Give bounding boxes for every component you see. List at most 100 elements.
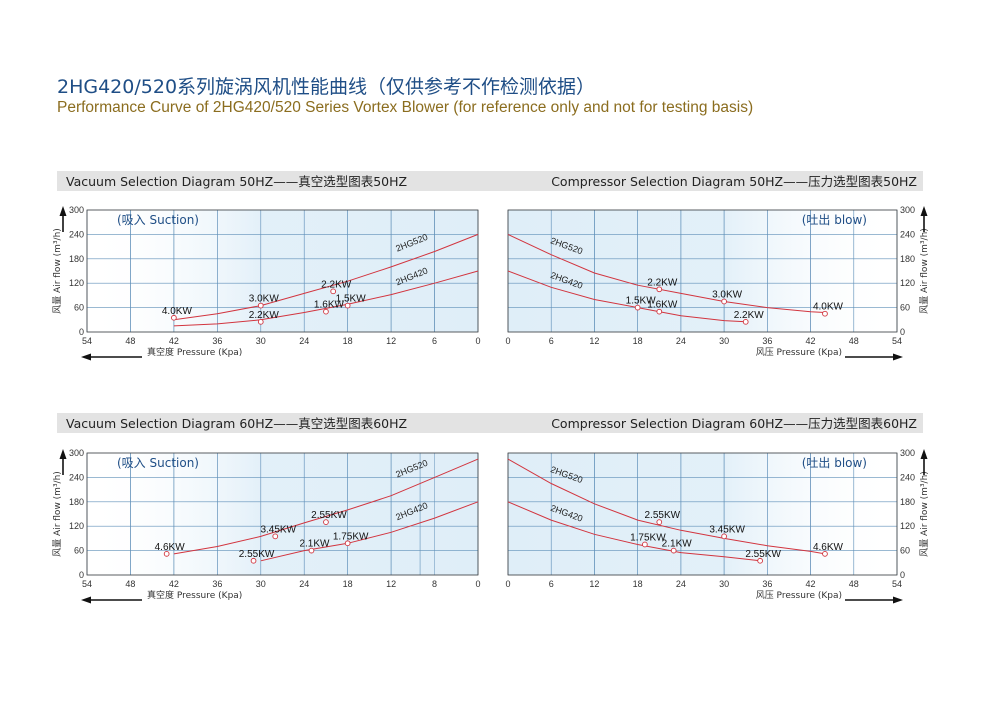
x-tick-label: 48 [849,579,859,589]
annotation-label: 2.2KW [321,279,352,290]
x-tick-label: 12 [386,579,396,589]
x-tick-label: 12 [589,579,599,589]
page-title-en: Performance Curve of 2HG420/520 Series V… [57,99,754,116]
series-line-2hg420 [260,501,479,562]
y-tick-label: 180 [900,254,915,264]
header-bar-50hz [57,171,923,191]
y-tick-label: 240 [69,472,84,482]
y-tick-label: 0 [79,570,84,580]
x-tick-label: 12 [386,336,396,346]
y-axis-label: 风量 Air flow (m³/h) [919,471,930,557]
y-axis-label: 风量 Air flow (m³/h) [919,228,930,314]
x-tick-label: 8 [432,579,437,589]
annotation-marker [171,314,177,321]
series-line-2hg520 [507,233,826,313]
annotation-label: 1.6KW [314,300,345,311]
annotation-label: 4.0KW [162,306,193,317]
x-tick-label: 36 [762,579,772,589]
annotation-marker [330,288,337,295]
series-line-2hg520 [173,458,479,555]
annotation-marker [344,540,351,547]
x-tick-label: 54 [892,579,902,589]
annotation-label: 1.5KW [336,294,367,305]
annotation-marker [656,308,663,315]
annotation-label: 2.55KW [644,510,680,521]
x-axis-label: 真空度 Pressure (Kpa) [147,346,242,358]
x-axis-label: 风压 Pressure (Kpa) [756,590,842,601]
series-line-2hg520 [507,458,826,555]
header-bar-60hz [57,413,923,433]
plot-frame [86,452,479,576]
y-tick-label: 300 [900,205,915,215]
annotation-label: 1.75KW [333,531,369,542]
y-tick-label: 0 [79,327,84,337]
y-tick-label: 60 [74,303,84,313]
x-tick-label: 0 [505,579,510,589]
x-tick-label: 36 [762,336,772,346]
annotation-label: 3.0KW [712,290,743,301]
y-arrow-head [920,206,928,216]
y-arrow-head [920,449,928,459]
x-tick-label: 24 [299,336,309,346]
x-arrow-head [893,596,903,604]
annotation-label: 4.0KW [813,302,844,313]
plot-shade [87,453,478,575]
annotation-label: 1.6KW [647,300,678,311]
y-axis-label: 风量 Air flow (m³/h) [52,471,63,557]
x-tick-label: 30 [719,579,729,589]
annotation-label: 2.2KW [647,277,678,288]
annotation-marker [757,557,763,564]
annotation-marker [323,519,329,525]
y-tick-label: 240 [69,229,84,239]
annotation-label: 2.1KW [299,539,330,550]
annotation-marker [344,302,351,309]
x-tick-label: 6 [432,336,437,346]
annotation-label: 4.6KW [813,542,844,553]
annotation-marker [822,551,828,557]
plot-shade [508,210,897,332]
y-axis-label: 风量 Air flow (m³/h) [52,228,63,314]
annotation-label: 3.0KW [249,294,280,305]
y-tick-label: 300 [900,448,915,458]
annotation-marker [822,310,828,317]
chart-title: Compressor Selection Diagram 50HZ——压力选型图… [551,174,917,189]
y-tick-label: 0 [900,327,905,337]
x-tick-label: 42 [806,579,816,589]
annotation-label: 2.55KW [239,549,275,560]
annotation-marker [656,519,663,525]
y-tick-label: 60 [900,303,910,313]
series-line-2hg420 [173,270,479,327]
corner-label: (吐出 blow) [802,213,867,227]
annotation-marker [634,304,641,311]
y-arrow-head [59,449,67,459]
x-arrow-head [81,353,91,361]
annotation-label: 2.55KW [311,510,347,521]
x-tick-label: 42 [806,336,816,346]
x-tick-label: 12 [589,336,599,346]
x-tick-label: 30 [256,336,266,346]
corner-label: (吸入 Suction) [117,213,199,227]
series-line-2hg520 [173,233,479,321]
x-tick-label: 54 [82,336,92,346]
annotation-marker [163,551,170,557]
y-tick-label: 120 [900,521,915,531]
x-tick-label: 30 [719,336,729,346]
plot-shade [87,210,478,332]
x-arrow-head [893,353,903,361]
x-axis-label: 真空度 Pressure (Kpa) [147,589,242,601]
y-tick-label: 60 [74,546,84,556]
annotation-label: 2.55KW [745,549,781,560]
x-tick-label: 0 [505,336,510,346]
x-tick-label: 18 [343,336,353,346]
annotation-marker [308,547,315,554]
plot-frame [507,452,898,576]
x-tick-label: 6 [549,336,554,346]
y-tick-label: 240 [900,472,915,482]
y-tick-label: 180 [69,254,84,264]
annotation-label: 2.1KW [662,539,693,550]
chart-title: Compressor Selection Diagram 60HZ——压力选型图… [551,416,917,431]
x-tick-label: 24 [299,579,309,589]
y-tick-label: 240 [900,229,915,239]
page-title-cn: 2HG420/520系列旋涡风机性能曲线（仅供参考不作检测依据） [57,76,596,98]
y-tick-label: 300 [69,205,84,215]
